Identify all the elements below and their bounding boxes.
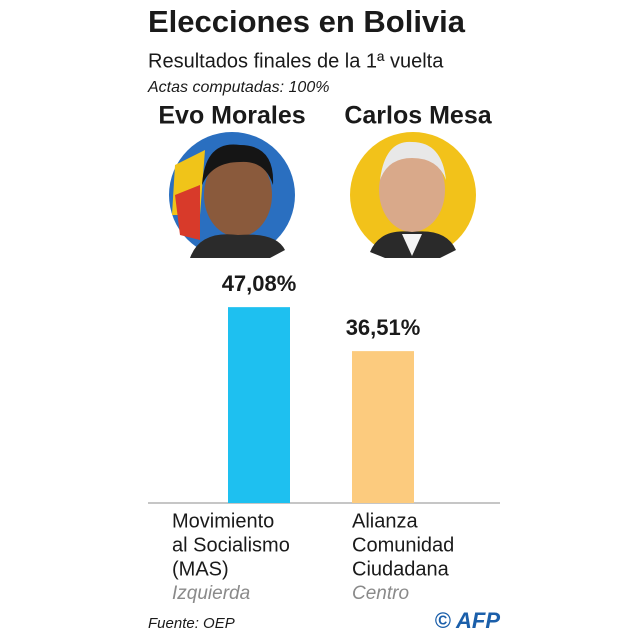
party-name: Movimiento [172, 510, 274, 532]
portrait [169, 132, 295, 258]
source: Fuente: OEP [148, 615, 235, 632]
chart-title: Elecciones en Bolivia [148, 4, 466, 39]
candidate-name: Carlos Mesa [344, 102, 492, 130]
party-name: Ciudadana [352, 558, 450, 580]
party-name: Comunidad [352, 534, 454, 556]
portrait [350, 132, 476, 258]
party-name: (MAS) [172, 558, 229, 580]
value-label: 36,51% [346, 315, 421, 340]
party-name: Alianza [352, 510, 418, 532]
credit: © AFP [434, 608, 500, 633]
party-name: al Socialismo [172, 534, 290, 556]
bar [352, 351, 414, 503]
subtitle: Resultados finales de la 1ª vuelta [148, 50, 444, 72]
value-label: 47,08% [222, 271, 297, 296]
note: Actas computadas: 100% [147, 79, 329, 96]
bar [228, 307, 290, 503]
candidate-name: Evo Morales [158, 102, 305, 130]
ideology: Izquierda [172, 583, 250, 604]
ideology: Centro [352, 583, 409, 604]
